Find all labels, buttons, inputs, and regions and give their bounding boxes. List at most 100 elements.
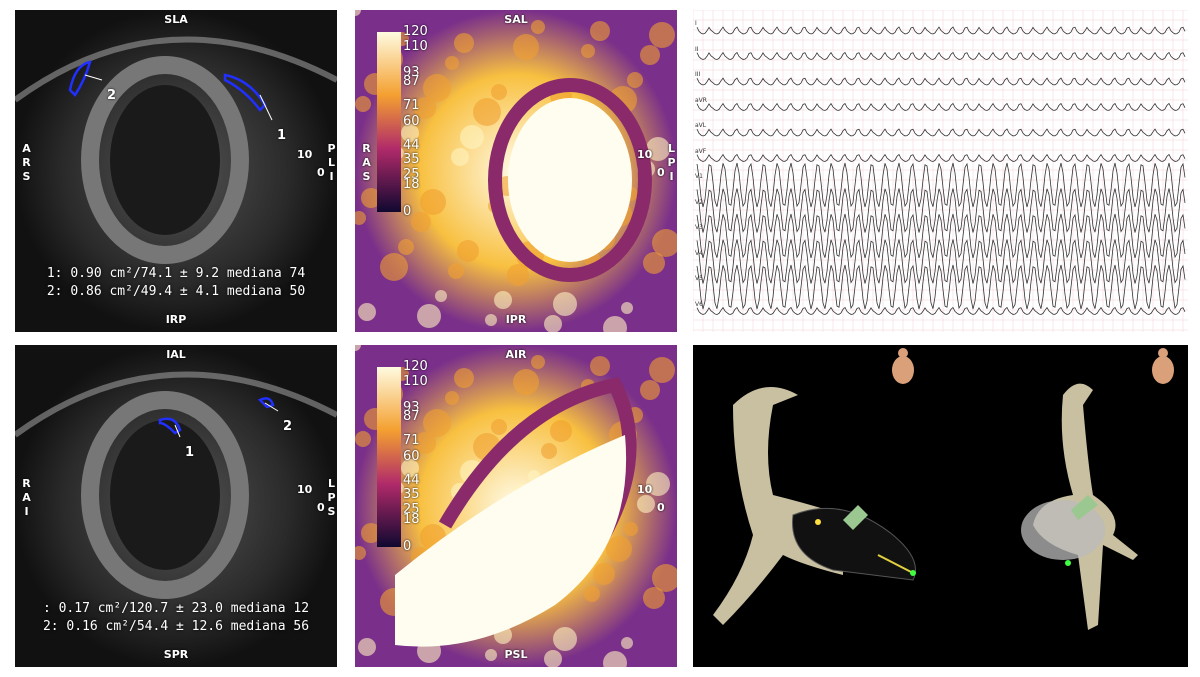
- colorbar-label: 60: [403, 114, 420, 129]
- texture: [590, 21, 610, 41]
- colorbar-label: 110: [403, 39, 428, 54]
- measurement: 2: 0.86 cm²/49.4 ± 4.1 mediana 50: [46, 284, 306, 299]
- colorbar-label: 0: [403, 204, 412, 219]
- orientation-head: [898, 348, 908, 358]
- ecg-lead-label: aVR: [695, 96, 707, 104]
- texture: [417, 304, 441, 328]
- orientation-right: PLI: [325, 142, 337, 184]
- ecg-lead-label: aVL: [695, 122, 707, 129]
- orientation-head: [1158, 348, 1168, 358]
- catheter-tip: [910, 570, 916, 576]
- blood-pool: [395, 435, 627, 647]
- map-panel: [693, 345, 1188, 667]
- colorbar-label: 60: [403, 449, 420, 464]
- ecg-lead-label: I: [695, 20, 697, 27]
- ecg-lead-trace: [696, 306, 1186, 315]
- texture: [420, 189, 446, 215]
- ecg-lead-trace: [696, 77, 1186, 86]
- valve-2: [1071, 495, 1098, 520]
- texture: [401, 459, 419, 477]
- image-panel: 2 1 1: 0.90 cm²/74.1 ± 9.2 mediana 74 2: 0.…: [15, 10, 337, 332]
- texture: [355, 546, 366, 560]
- roi-contour: [158, 417, 182, 435]
- ecg-lead-trace: [696, 162, 1186, 208]
- ecg-lead-label: aVF: [695, 147, 707, 155]
- texture: [606, 536, 632, 562]
- texture: [603, 316, 627, 332]
- texture: [544, 650, 562, 667]
- texture: [457, 240, 479, 262]
- texture: [646, 137, 670, 161]
- atrium-shape: [713, 387, 843, 625]
- myocardium: [488, 78, 652, 282]
- texture: [541, 443, 557, 459]
- texture: [640, 380, 660, 400]
- texture: [401, 124, 419, 142]
- ecg-lead-label: II: [695, 45, 699, 53]
- ecg-lead-label: V4: [695, 249, 703, 257]
- texture: [593, 563, 615, 585]
- ecg-panel: I II III aVR aVL aVF V1 V2 V3 V4 V5 V6: [693, 10, 1188, 332]
- orientation-bottom: SPR: [163, 648, 189, 661]
- ecg-lead-label: V3: [695, 224, 703, 231]
- colorbar: [377, 32, 401, 212]
- roi-leader: [174, 424, 181, 438]
- ecg-lead-trace: [696, 153, 1186, 162]
- texture: [640, 45, 660, 65]
- texture: [550, 420, 572, 442]
- colorbar-label: 93: [403, 64, 420, 80]
- orientation-top: IAL: [166, 348, 186, 361]
- orientation-bottom: IPR: [505, 313, 527, 326]
- ecg-lead-label: V6: [695, 300, 703, 308]
- texture: [414, 97, 436, 119]
- scale-label: 10: [637, 483, 653, 496]
- texture: [358, 638, 376, 656]
- texture: [355, 431, 371, 447]
- texture: [652, 564, 677, 592]
- texture: [627, 72, 643, 88]
- texture: [553, 292, 577, 316]
- texture: [649, 357, 675, 383]
- ecg-lead-trace: [696, 264, 1186, 310]
- colorbar-label: 120: [403, 24, 428, 39]
- image: [355, 345, 677, 667]
- roi-label: 1: [185, 445, 195, 460]
- texture: [448, 263, 464, 279]
- anatomic-map: [713, 348, 1174, 630]
- texture: [643, 587, 665, 609]
- texture: [513, 34, 539, 60]
- roi-label: 2: [107, 88, 117, 103]
- measurement: : 0.17 cm²/120.7 ± 23.0 mediana 12: [42, 601, 310, 616]
- colorbar: [377, 367, 401, 547]
- texture: [621, 302, 633, 314]
- texture: [355, 211, 366, 225]
- ecg-lead-label: V5: [695, 275, 703, 282]
- blood-pool: [110, 420, 220, 570]
- ecg-lead-trace: [696, 188, 1186, 233]
- texture: [491, 419, 507, 435]
- image: [15, 10, 337, 332]
- texture: [380, 253, 408, 281]
- orientation-top: SLA: [164, 13, 188, 26]
- texture: [423, 74, 451, 102]
- texture: [398, 239, 414, 255]
- roi-contour: [223, 73, 267, 112]
- scale-label: 10: [297, 483, 313, 496]
- image-panel: 120 110 93 87 71 60 44 35 25 18 0 SAL IPR RAS LPI 10 0: [355, 10, 677, 332]
- measurement: 2: 0.16 cm²/54.4 ± 12.6 mediana 56: [42, 619, 310, 634]
- texture: [584, 586, 600, 602]
- texture: [361, 523, 381, 543]
- orientation-torso: [892, 356, 914, 384]
- ecg-trace: [693, 10, 1188, 332]
- texture: [355, 96, 371, 112]
- texture: [361, 188, 381, 208]
- colorbar-label: 25: [403, 166, 420, 182]
- texture: [355, 10, 361, 16]
- scale-label: 0: [317, 501, 325, 514]
- texture: [460, 125, 484, 149]
- colorbar-label: 18: [403, 177, 420, 192]
- texture: [435, 290, 447, 302]
- texture: [491, 84, 507, 100]
- image-panel: 120 110 93 87 71 60 44 35 25 18 0 AIR PSL 10 0: [355, 345, 677, 667]
